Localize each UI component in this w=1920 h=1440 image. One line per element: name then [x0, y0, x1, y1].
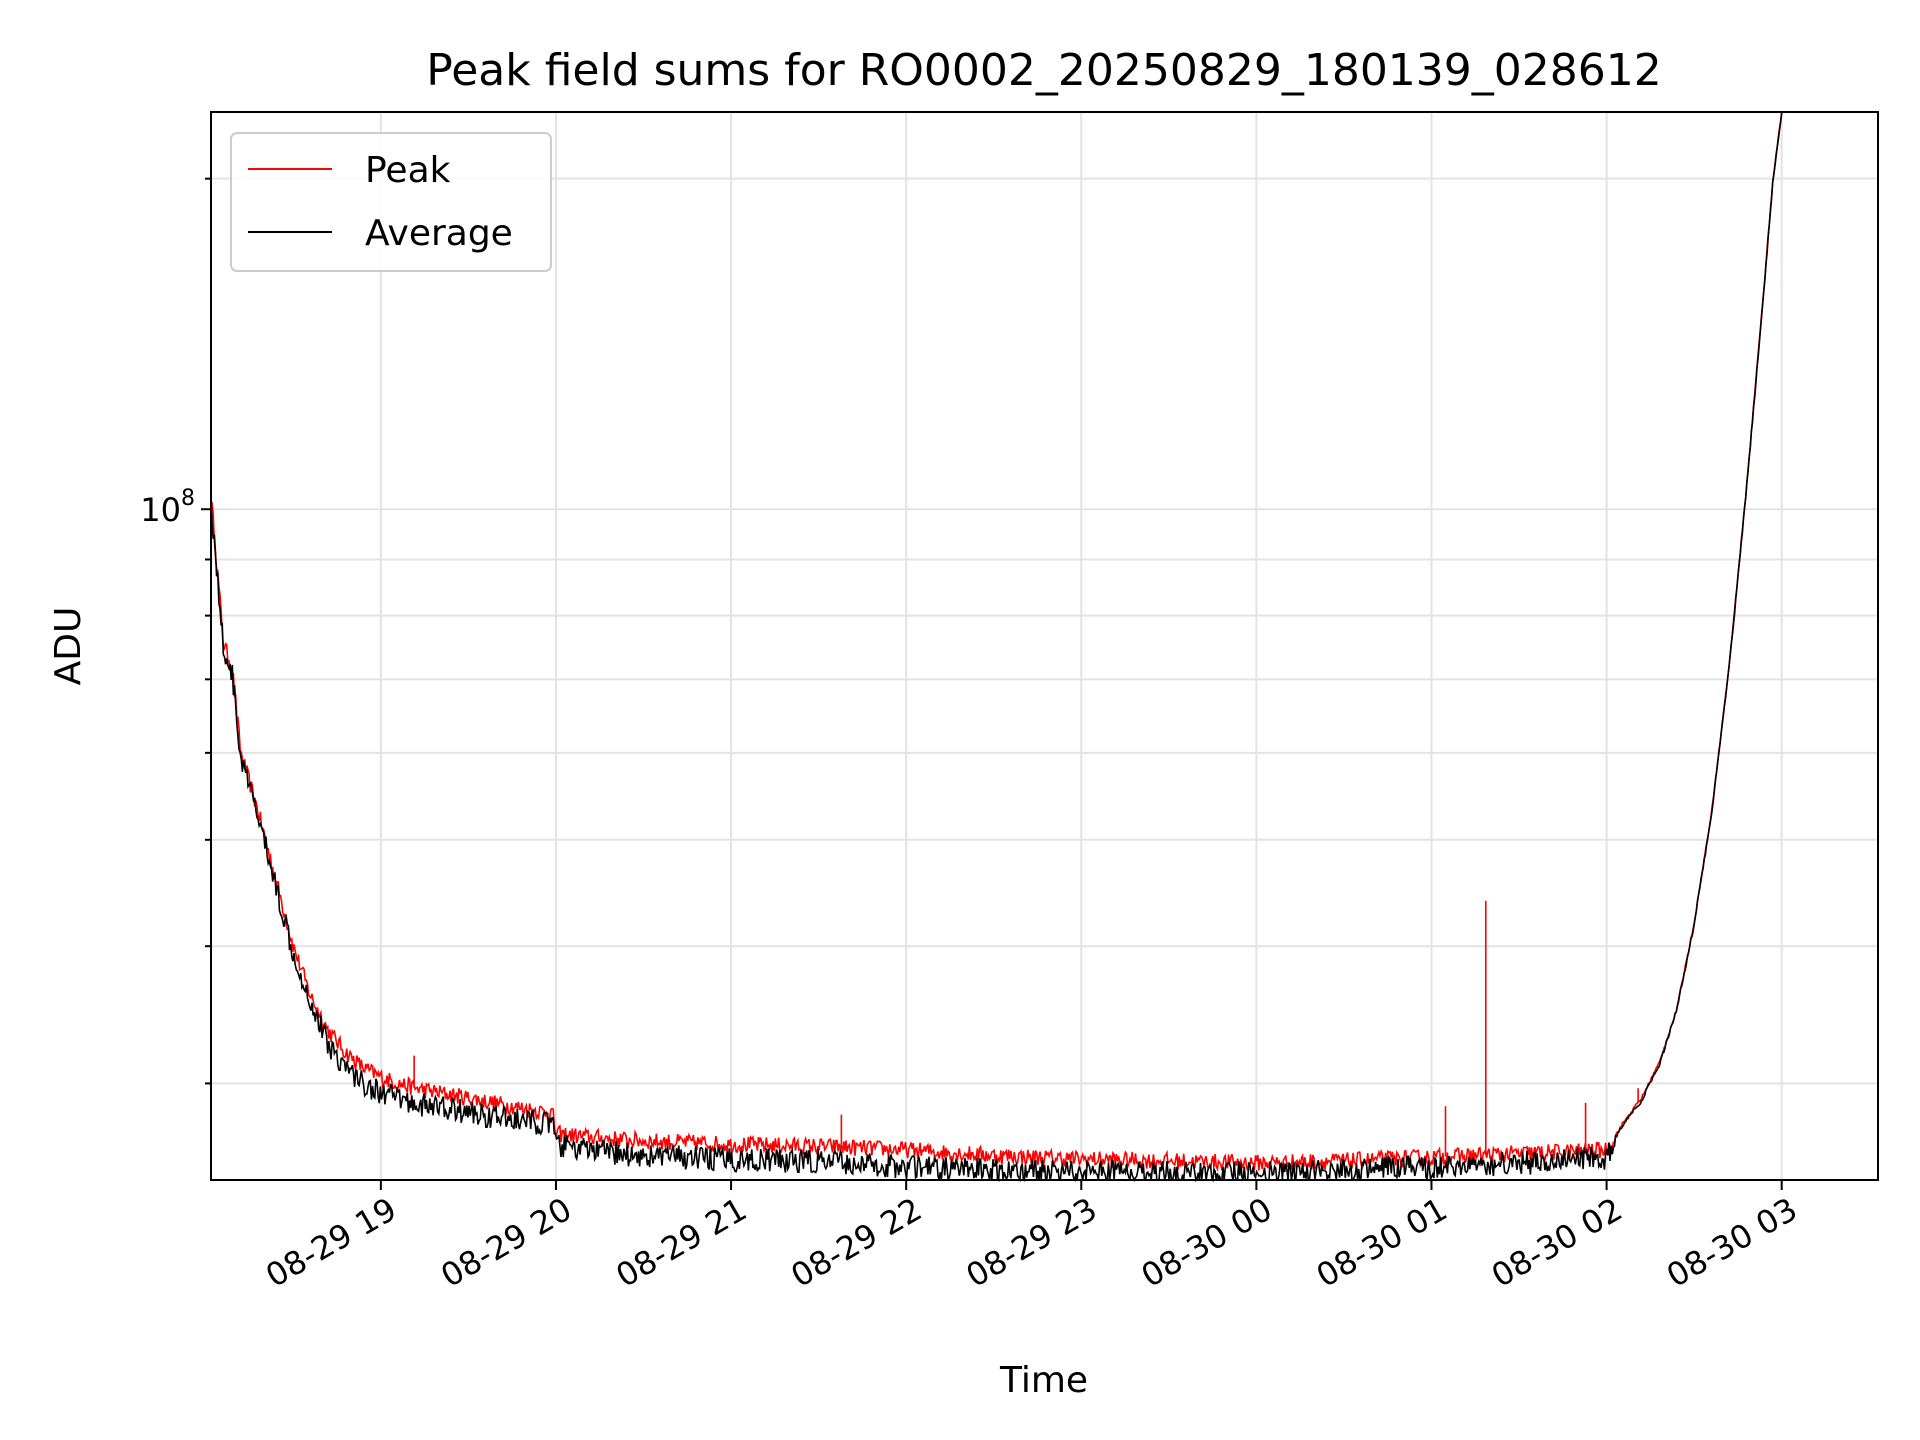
plot-frame — [210, 111, 1879, 1181]
y-tick-label-base: 10 — [140, 491, 181, 529]
legend-label-peak: Peak — [365, 150, 451, 191]
chart-title: Peak field sums for RO0002_20250829_1801… — [426, 45, 1662, 96]
legend-box — [230, 132, 552, 272]
x-axis-label: Time — [999, 1360, 1088, 1401]
y-axis: 108 — [140, 177, 211, 1085]
series-layer — [210, 111, 1783, 1183]
y-tick-label-exponent: 8 — [181, 486, 195, 511]
legend-label-average: Average — [365, 213, 513, 254]
series-line-peak — [210, 111, 1783, 1173]
series-line-average — [210, 112, 1783, 1183]
spike-layer — [413, 900, 1639, 1157]
y-tick-label: 108 — [140, 486, 195, 529]
y-axis-label: ADU — [48, 607, 89, 686]
grid — [211, 112, 1878, 1180]
legend: Peak Average — [230, 132, 552, 272]
